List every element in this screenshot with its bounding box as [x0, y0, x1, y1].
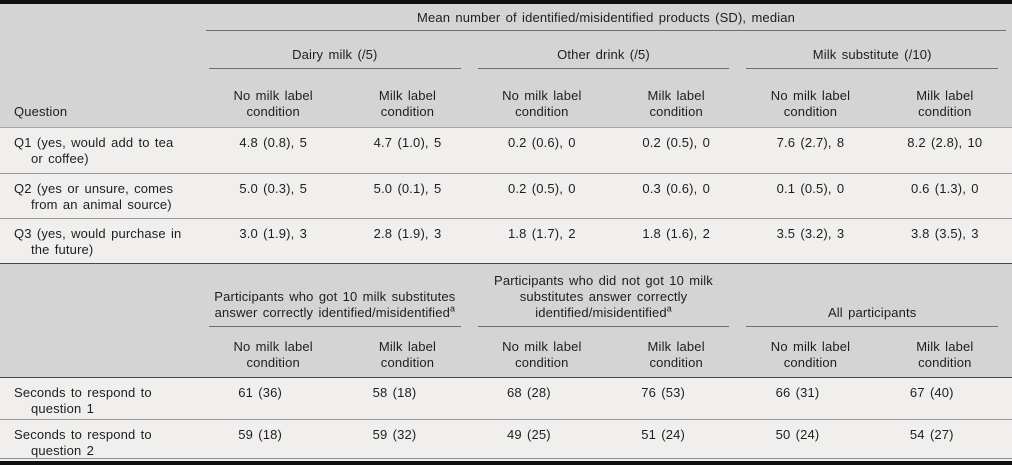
section2-body: Seconds to respond to question 1 61 (36)… [0, 377, 1012, 460]
value-cell: 2.8 (1.9), 3 [373, 226, 442, 241]
value-cell: 0.2 (0.6), 0 [507, 135, 576, 150]
value-cell: 3.5 (3.2), 3 [776, 226, 845, 241]
row-label: Q2 (yes or unsure, comes from an animal … [14, 181, 174, 212]
footnote-superscript: a [449, 303, 455, 314]
row-label: Q3 (yes, would purchase in the future) [14, 226, 182, 257]
value-cell: 3.0 (1.9), 3 [239, 226, 307, 241]
section2-condition-header-row: No milk label condition Milk label condi… [0, 327, 1012, 377]
group-label: Milk substitute (/10) [812, 47, 932, 62]
col-header-milk-label: Milk label condition [916, 339, 974, 370]
value-cell: 0.3 (0.6), 0 [642, 181, 710, 196]
col-header-no-milk-label: No milk label condition [502, 88, 582, 119]
value-cell: 4.7 (1.0), 5 [373, 135, 442, 150]
row-label: Seconds to respond to question 1 [14, 385, 152, 416]
table-bottom-rule [0, 461, 1012, 465]
section1-body: Q1 (yes, would add to tea or coffee) 4.8… [0, 128, 1012, 263]
group-label: Dairy milk (/5) [292, 47, 378, 62]
col-header-milk-label: Milk label condition [647, 339, 705, 370]
label-column-spacer [0, 4, 206, 31]
top-spanner-row: Mean number of identified/misidentified … [0, 4, 1012, 31]
section1-group-row: Dairy milk (/5) Other drink (/5) Milk su… [0, 31, 1012, 69]
col-header-no-milk-label: No milk label condition [233, 88, 313, 119]
value-cell: 1.8 (1.6), 2 [642, 226, 710, 241]
table-bottom-thin-rule [0, 458, 1012, 459]
group-all-participants: All participants [743, 264, 1012, 327]
value-cell: 0.2 (0.5), 0 [642, 135, 710, 150]
top-spanner: Mean number of identified/misidentified … [206, 4, 1006, 31]
value-cell: 49 (25) [506, 427, 551, 442]
group-incorrect-identifiers: Participants who did not got 10 milk sub… [475, 264, 744, 327]
col-header-no-milk-label: No milk label condition [770, 88, 851, 119]
value-cell: 5.0 (0.3), 5 [239, 181, 307, 196]
table-row-seconds-q1: Seconds to respond to question 1 61 (36)… [0, 378, 1012, 419]
value-cell: 0.6 (1.3), 0 [910, 181, 979, 196]
question-column-header: Question [14, 104, 68, 119]
group-milk-substitute: Milk substitute (/10) [743, 31, 1012, 69]
group-correct-identifiers: Participants who got 10 milk substitutes… [206, 264, 475, 327]
section1-header: Mean number of identified/misidentified … [0, 4, 1012, 128]
col-header-milk-label: Milk label condition [647, 88, 705, 119]
col-header-no-milk-label: No milk label condition [233, 339, 313, 370]
row-label: Seconds to respond to question 2 [14, 427, 152, 458]
section2-header: Participants who got 10 milk substitutes… [0, 263, 1012, 377]
value-cell: 76 (53) [641, 385, 686, 400]
value-cell: 59 (32) [372, 427, 417, 442]
value-cell: 4.8 (0.8), 5 [239, 135, 307, 150]
row-label: Q1 (yes, would add to tea or coffee) [14, 135, 174, 166]
table-row-seconds-q2: Seconds to respond to question 2 59 (18)… [0, 419, 1012, 460]
footnote-superscript: a [666, 303, 672, 314]
col-header-milk-label: Milk label condition [916, 88, 974, 119]
value-cell: 68 (28) [506, 385, 551, 400]
value-cell: 8.2 (2.8), 10 [907, 135, 983, 150]
group-label: Participants who got 10 milk substitutes… [214, 289, 456, 320]
value-cell: 0.2 (0.5), 0 [507, 181, 576, 196]
top-spanner-label: Mean number of identified/misidentified … [417, 10, 795, 25]
value-cell: 51 (24) [641, 427, 686, 442]
value-cell: 61 (36) [238, 385, 283, 400]
col-header-milk-label: Milk label condition [378, 339, 437, 370]
value-cell: 3.8 (3.5), 3 [910, 226, 979, 241]
value-cell: 67 (40) [909, 385, 954, 400]
value-cell: 1.8 (1.7), 2 [507, 226, 576, 241]
col-header-no-milk-label: No milk label condition [770, 339, 851, 370]
value-cell: 59 (18) [238, 427, 283, 442]
value-cell: 54 (27) [909, 427, 954, 442]
table-row-q2: Q2 (yes or unsure, comes from an animal … [0, 173, 1012, 218]
table-top-rule [0, 0, 1012, 4]
col-header-no-milk-label: No milk label condition [502, 339, 582, 370]
group-dairy-milk: Dairy milk (/5) [206, 31, 475, 69]
table-row-q1: Q1 (yes, would add to tea or coffee) 4.8… [0, 128, 1012, 173]
section2-group-row: Participants who got 10 milk substitutes… [0, 264, 1012, 327]
label-column-spacer [0, 31, 206, 69]
table-row-q3: Q3 (yes, would purchase in the future) 3… [0, 218, 1012, 263]
value-cell: 5.0 (0.1), 5 [373, 181, 442, 196]
group-label: All participants [827, 305, 917, 320]
group-other-drink: Other drink (/5) [475, 31, 744, 69]
value-cell: 7.6 (2.7), 8 [776, 135, 845, 150]
group-label: Other drink (/5) [557, 47, 650, 62]
value-cell: 58 (18) [372, 385, 417, 400]
value-cell: 50 (24) [775, 427, 820, 442]
value-cell: 0.1 (0.5), 0 [776, 181, 845, 196]
group-label: Participants who did not got 10 milk sub… [494, 273, 713, 320]
value-cell: 66 (31) [775, 385, 820, 400]
col-header-milk-label: Milk label condition [378, 88, 437, 119]
label-column-spacer [0, 264, 206, 327]
section1-condition-header-row: Question No milk label condition Milk la… [0, 69, 1012, 127]
